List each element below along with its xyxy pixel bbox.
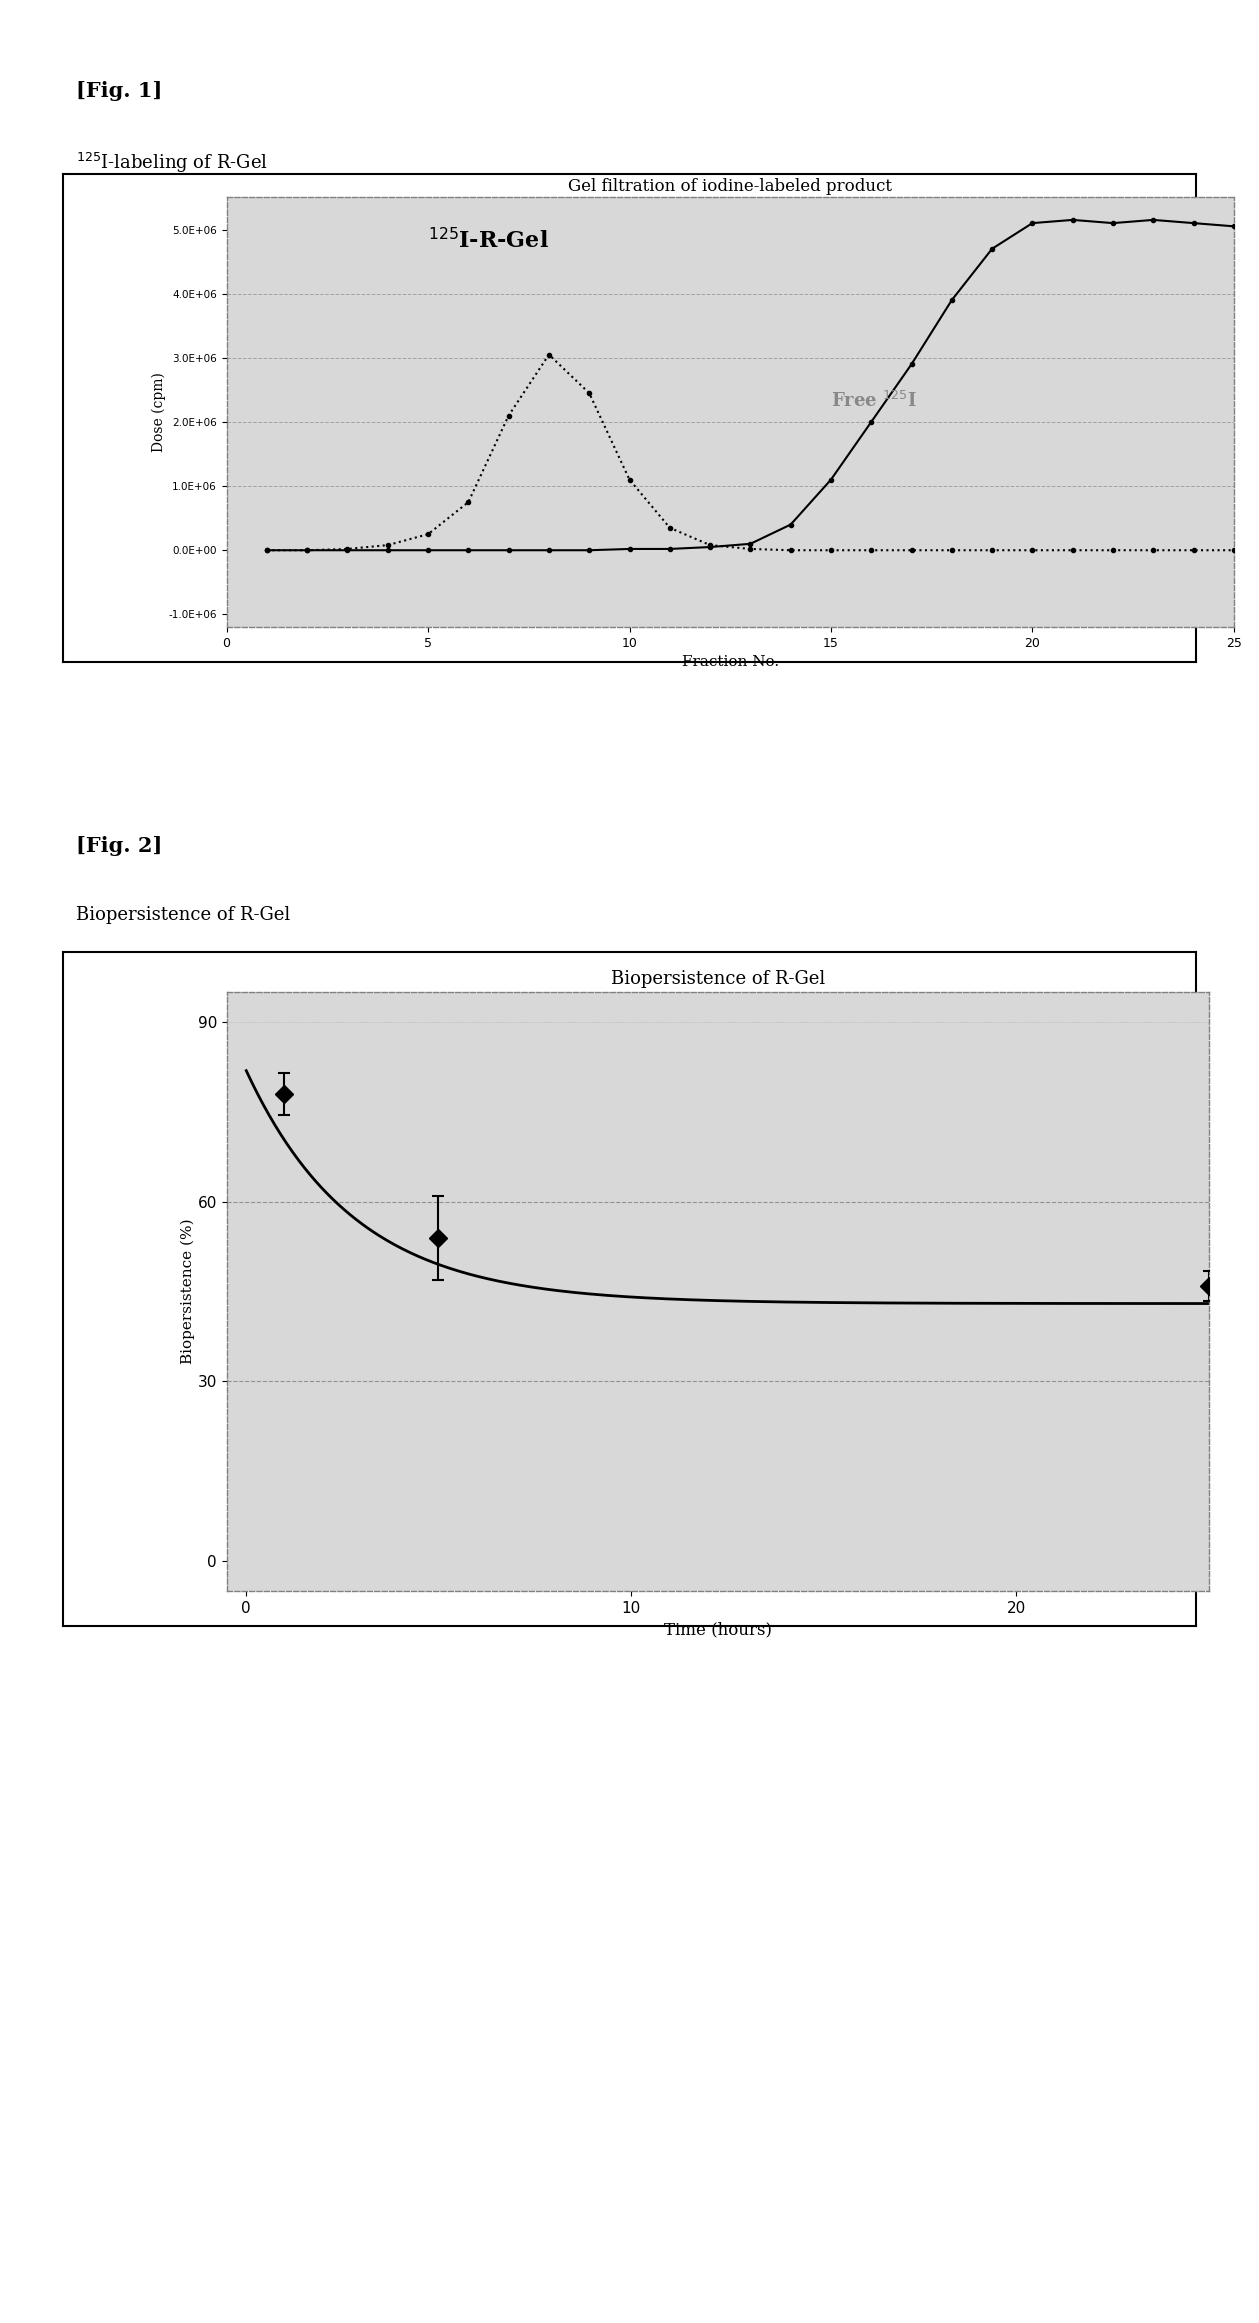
Title: Gel filtration of iodine-labeled product: Gel filtration of iodine-labeled product (568, 177, 893, 195)
X-axis label: Time (hours): Time (hours) (663, 1621, 772, 1638)
Text: [Fig. 2]: [Fig. 2] (76, 836, 162, 857)
Text: Free $^{125}$I: Free $^{125}$I (831, 390, 917, 411)
Text: $^{125}$I-R-Gel: $^{125}$I-R-Gel (428, 228, 549, 253)
X-axis label: Fraction No.: Fraction No. (681, 655, 779, 669)
Title: Biopersistence of R-Gel: Biopersistence of R-Gel (611, 969, 825, 987)
Y-axis label: Biopersistence (%): Biopersistence (%) (180, 1220, 195, 1364)
Text: $^{125}$I-labeling of R-Gel: $^{125}$I-labeling of R-Gel (76, 151, 268, 174)
Y-axis label: Dose (cpm): Dose (cpm) (151, 372, 166, 453)
Text: [Fig. 1]: [Fig. 1] (76, 81, 162, 102)
Text: Biopersistence of R-Gel: Biopersistence of R-Gel (76, 906, 290, 925)
